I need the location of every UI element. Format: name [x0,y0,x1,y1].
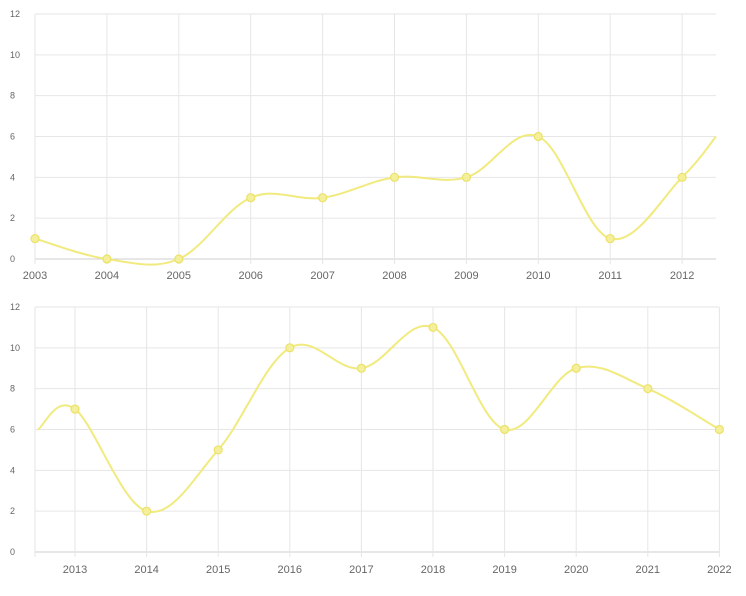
data-point[interactable] [318,193,328,203]
y-tick-label: 0 [10,547,15,557]
x-tick-label: 2006 [238,270,262,282]
x-tick-label: 2012 [670,270,694,282]
x-tick-label: 2011 [598,270,622,282]
data-point[interactable] [428,322,438,333]
x-tick-label: 2022 [707,564,731,576]
chart-1: 0 2 4 6 8 10 12 2003 2004 2005 2006 2007 2008 2009 201… [10,9,717,282]
data-point[interactable] [102,254,112,264]
x-tick-label: 2013 [63,564,87,576]
series-line [37,324,720,513]
data-point[interactable] [714,424,725,435]
y-tick-label: 8 [10,91,15,101]
x-tick-label: 2019 [492,564,516,576]
data-point[interactable] [571,363,581,373]
y-tick-label: 12 [10,302,20,312]
data-point[interactable] [461,172,471,182]
x-tick-label: 2003 [23,270,47,282]
y-tick-label: 10 [10,50,20,60]
data-point[interactable] [677,172,687,182]
data-point[interactable] [213,445,223,455]
x-tick-label: 2005 [167,270,191,282]
x-tick-label: 2018 [421,564,445,576]
x-tick-label: 2016 [278,564,302,576]
data-point[interactable] [643,384,653,394]
data-point[interactable] [389,172,400,182]
y-tick-label: 10 [10,343,20,353]
data-point[interactable] [500,424,510,435]
x-tick-label: 2004 [95,270,119,282]
chart-2: 0 2 4 6 8 10 12 2013 2014 2015 2016 2017 2018 2019 202… [10,302,732,576]
series-line [34,133,717,266]
x-tick-label: 2014 [134,564,158,576]
y-tick-label: 6 [10,425,15,435]
x-tick-label: 2010 [526,270,550,282]
data-point[interactable] [285,343,295,353]
data-point[interactable] [605,233,615,244]
x-tick-label: 2017 [349,564,373,576]
y-tick-label: 12 [10,9,20,19]
x-tick-label: 2021 [636,564,660,576]
x-tick-label: 2020 [564,564,588,576]
data-point[interactable] [30,233,40,244]
data-point[interactable] [356,363,366,373]
y-tick-label: 4 [10,172,15,182]
y-tick-label: 2 [10,506,15,516]
y-tick-label: 2 [10,213,15,223]
y-tick-label: 6 [10,132,15,142]
y-tick-label: 4 [10,465,15,475]
data-point[interactable] [142,506,152,516]
data-point[interactable] [533,131,543,142]
x-tick-label: 2009 [454,270,478,282]
x-tick-label: 2015 [206,564,230,576]
data-point[interactable] [174,254,184,264]
x-tick-label: 2008 [382,270,406,282]
y-tick-label: 0 [10,254,15,264]
data-point[interactable] [246,193,256,203]
y-tick-label: 8 [10,384,15,394]
x-tick-label: 2007 [310,270,334,282]
data-point[interactable] [70,404,80,414]
